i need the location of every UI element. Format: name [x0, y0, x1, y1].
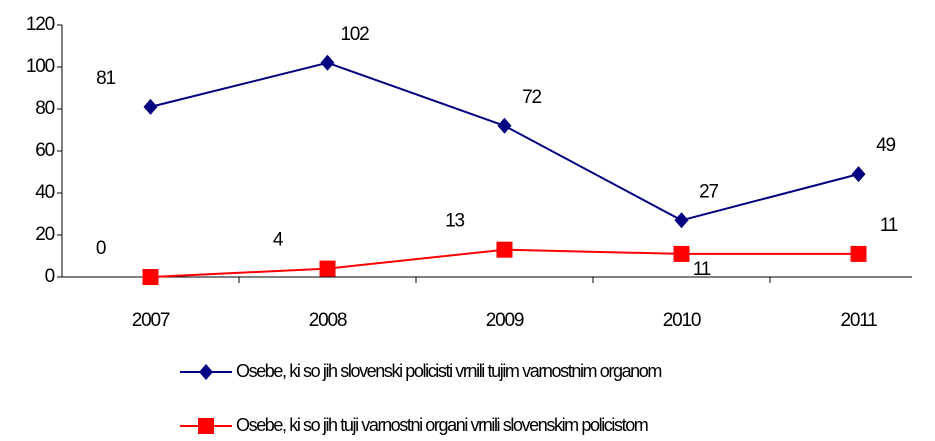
marker: [674, 212, 689, 229]
legend-label: Osebe, ki so jih tuji varnostni organi v…: [236, 415, 648, 435]
y-tick-label: 80: [35, 98, 54, 119]
x-tick-label: 2009: [486, 310, 524, 331]
data-label: 81: [96, 68, 115, 89]
data-label: 11: [880, 215, 898, 236]
x-tick-label: 2011: [840, 310, 877, 331]
y-tick-label: 0: [45, 266, 55, 287]
x-tick-label: 2007: [132, 310, 170, 331]
marker: [673, 245, 690, 262]
marker: [496, 241, 513, 258]
data-label: 13: [445, 211, 464, 232]
y-tick-label: 60: [35, 140, 54, 161]
x-tick-label: 2008: [309, 310, 347, 331]
series-line: [150, 61, 859, 222]
marker: [851, 166, 866, 183]
marker: [143, 98, 158, 115]
y-tick-label: 100: [26, 56, 55, 77]
marker: [497, 117, 512, 134]
legend-label: Osebe, ki so jih slovenski policisti vrn…: [236, 361, 661, 381]
data-label: 4: [273, 230, 284, 251]
data-label: 0: [96, 238, 106, 259]
y-tick-label: 120: [26, 14, 55, 35]
data-label: 27: [699, 181, 718, 202]
data-label: 72: [522, 87, 541, 108]
marker: [319, 260, 336, 277]
data-label: 102: [340, 24, 369, 45]
data-label: 11: [693, 259, 711, 280]
y-tick-label: 20: [35, 224, 54, 245]
data-label: 49: [876, 135, 895, 156]
x-tick-label: 2010: [663, 310, 701, 331]
marker: [142, 269, 159, 285]
marker: [198, 418, 214, 434]
legend: Osebe, ki so jih slovenski policisti vrn…: [180, 361, 663, 435]
marker: [850, 245, 867, 262]
marker: [320, 54, 335, 71]
y-tick-label: 40: [35, 182, 54, 203]
marker: [199, 364, 213, 380]
